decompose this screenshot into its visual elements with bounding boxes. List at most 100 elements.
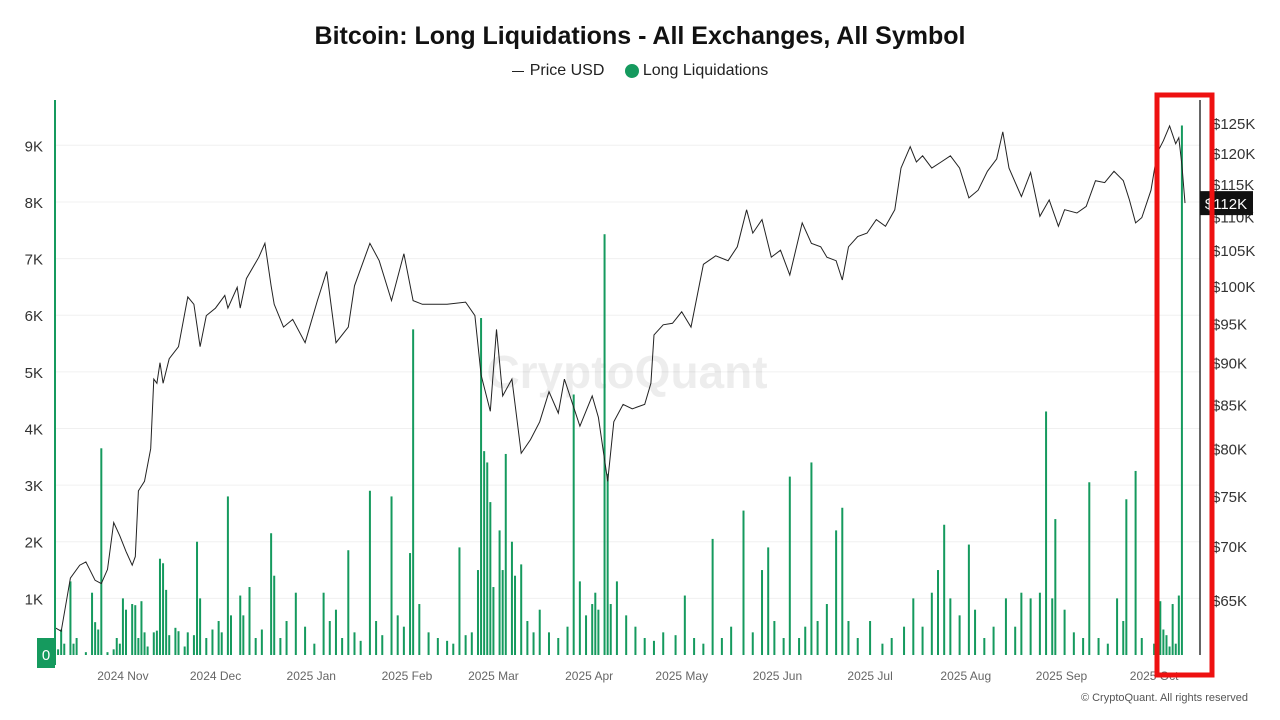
liquidation-bar bbox=[134, 605, 137, 655]
y-left-tick-label: 3K bbox=[25, 478, 43, 495]
liquidation-bar bbox=[427, 632, 430, 655]
liquidation-bar bbox=[353, 632, 356, 655]
liquidation-bar bbox=[186, 632, 189, 655]
liquidation-bar bbox=[1159, 601, 1162, 655]
zero-tag bbox=[37, 638, 55, 668]
liquidation-bar bbox=[903, 626, 906, 655]
liquidation-bar bbox=[143, 632, 146, 655]
liquidation-bar bbox=[242, 615, 245, 655]
liquidation-bar bbox=[1122, 621, 1125, 655]
liquidation-bar bbox=[436, 638, 439, 655]
x-tick-label: 2025 Feb bbox=[382, 669, 433, 683]
liquidation-bar bbox=[285, 621, 288, 655]
y-right-tick-label: $115K bbox=[1212, 177, 1254, 194]
liquidation-bar bbox=[1054, 519, 1057, 655]
liquidation-bar bbox=[347, 550, 350, 655]
liquidation-bar bbox=[100, 448, 103, 655]
x-tick-label: 2025 Aug bbox=[940, 669, 991, 683]
copyright: © CryptoQuant. All rights reserved bbox=[1080, 692, 1248, 704]
y-right-tick-label: $70K bbox=[1212, 539, 1247, 556]
liquidation-bar bbox=[1106, 643, 1109, 655]
liquidation-bar bbox=[992, 626, 995, 655]
x-tick-label: 2025 Jan bbox=[287, 669, 336, 683]
liquidation-bar bbox=[220, 632, 223, 655]
legend-label: Long Liquidations bbox=[642, 62, 769, 79]
liquidation-bar bbox=[489, 502, 492, 655]
liquidation-bar bbox=[662, 632, 665, 655]
liquidation-bar bbox=[974, 609, 977, 655]
liquidation-bar bbox=[498, 530, 501, 655]
liquidation-bar bbox=[112, 649, 115, 655]
liquidation-bar bbox=[1116, 598, 1119, 655]
liquidation-bar bbox=[248, 587, 251, 655]
zero-tag-label: 0 bbox=[42, 647, 50, 664]
y-right-tick-label: $95K bbox=[1212, 316, 1247, 333]
liquidation-bar bbox=[322, 592, 325, 655]
liquidation-bar bbox=[483, 451, 486, 655]
liquidation-bar bbox=[446, 640, 449, 655]
liquidation-bar bbox=[625, 615, 628, 655]
legend-item-price[interactable]: Price USD bbox=[511, 62, 604, 80]
y-right-tick-label: $90K bbox=[1212, 356, 1247, 373]
liquidation-bar bbox=[869, 621, 872, 655]
liquidation-bar bbox=[118, 643, 121, 655]
liquidation-bar bbox=[402, 626, 405, 655]
liquidation-bar bbox=[773, 621, 776, 655]
liquidation-bar bbox=[137, 638, 140, 655]
liquidation-bar bbox=[69, 581, 72, 655]
liquidation-bar bbox=[239, 595, 242, 655]
y-right-tick-label: $120K bbox=[1212, 146, 1255, 163]
liquidation-bar bbox=[730, 626, 733, 655]
y-right-tick-label: $80K bbox=[1212, 442, 1247, 459]
liquidation-bar bbox=[121, 598, 124, 655]
liquidation-bar bbox=[751, 632, 754, 655]
legend-item-liquidations[interactable]: Long Liquidations bbox=[609, 62, 768, 80]
current-price-label: $112K bbox=[1205, 196, 1247, 213]
liquidation-bar bbox=[94, 622, 97, 655]
dot-marker-icon bbox=[624, 64, 639, 78]
y-right-tick-label: $65K bbox=[1212, 593, 1247, 610]
liquidation-bar bbox=[597, 609, 600, 655]
liquidation-bar bbox=[72, 643, 75, 655]
liquidation-bar bbox=[1180, 125, 1183, 656]
y-left-tick-label: 1K bbox=[25, 591, 43, 608]
liquidation-bar bbox=[1063, 609, 1066, 655]
liquidation-bar bbox=[798, 638, 801, 655]
liquidation-bar bbox=[1097, 638, 1100, 655]
legend: Price USD Long Liquidations bbox=[0, 62, 1280, 80]
liquidation-bar bbox=[1038, 592, 1041, 655]
liquidation-bar bbox=[606, 473, 609, 655]
liquidation-bar bbox=[967, 544, 970, 655]
liquidation-bar bbox=[334, 609, 337, 655]
y-right-tick-label: $105K bbox=[1212, 243, 1255, 260]
liquidation-bar bbox=[572, 394, 575, 655]
liquidation-bar bbox=[615, 581, 618, 655]
liquidation-bar bbox=[702, 643, 705, 655]
liquidation-bar bbox=[1029, 598, 1032, 655]
liquidation-bar bbox=[504, 453, 507, 655]
liquidation-bar bbox=[140, 601, 143, 655]
liquidation-bar bbox=[693, 638, 696, 655]
liquidation-bar bbox=[168, 635, 171, 655]
liquidation-bar bbox=[683, 595, 686, 655]
liquidation-bar bbox=[146, 646, 149, 655]
liquidation-bar bbox=[229, 615, 232, 655]
liquidation-bar bbox=[304, 626, 307, 655]
y-left-tick-label: 5K bbox=[25, 365, 43, 382]
liquidation-bar bbox=[273, 575, 276, 655]
liquidation-bar bbox=[825, 604, 828, 655]
y-right-tick-label: $100K bbox=[1212, 279, 1255, 296]
liquidation-bar bbox=[152, 632, 155, 655]
liquidation-bar bbox=[1171, 604, 1174, 655]
liquidation-bar bbox=[106, 652, 109, 655]
liquidation-bar bbox=[1134, 470, 1137, 655]
liquidation-bar bbox=[881, 643, 884, 655]
liquidation-bar bbox=[835, 530, 838, 655]
liquidation-bar bbox=[177, 631, 180, 655]
liquidation-bar bbox=[1153, 643, 1156, 655]
x-tick-label: 2025 Mar bbox=[468, 669, 519, 683]
liquidation-bar bbox=[192, 635, 195, 655]
liquidation-bar bbox=[937, 570, 940, 655]
liquidation-bar bbox=[97, 629, 100, 655]
